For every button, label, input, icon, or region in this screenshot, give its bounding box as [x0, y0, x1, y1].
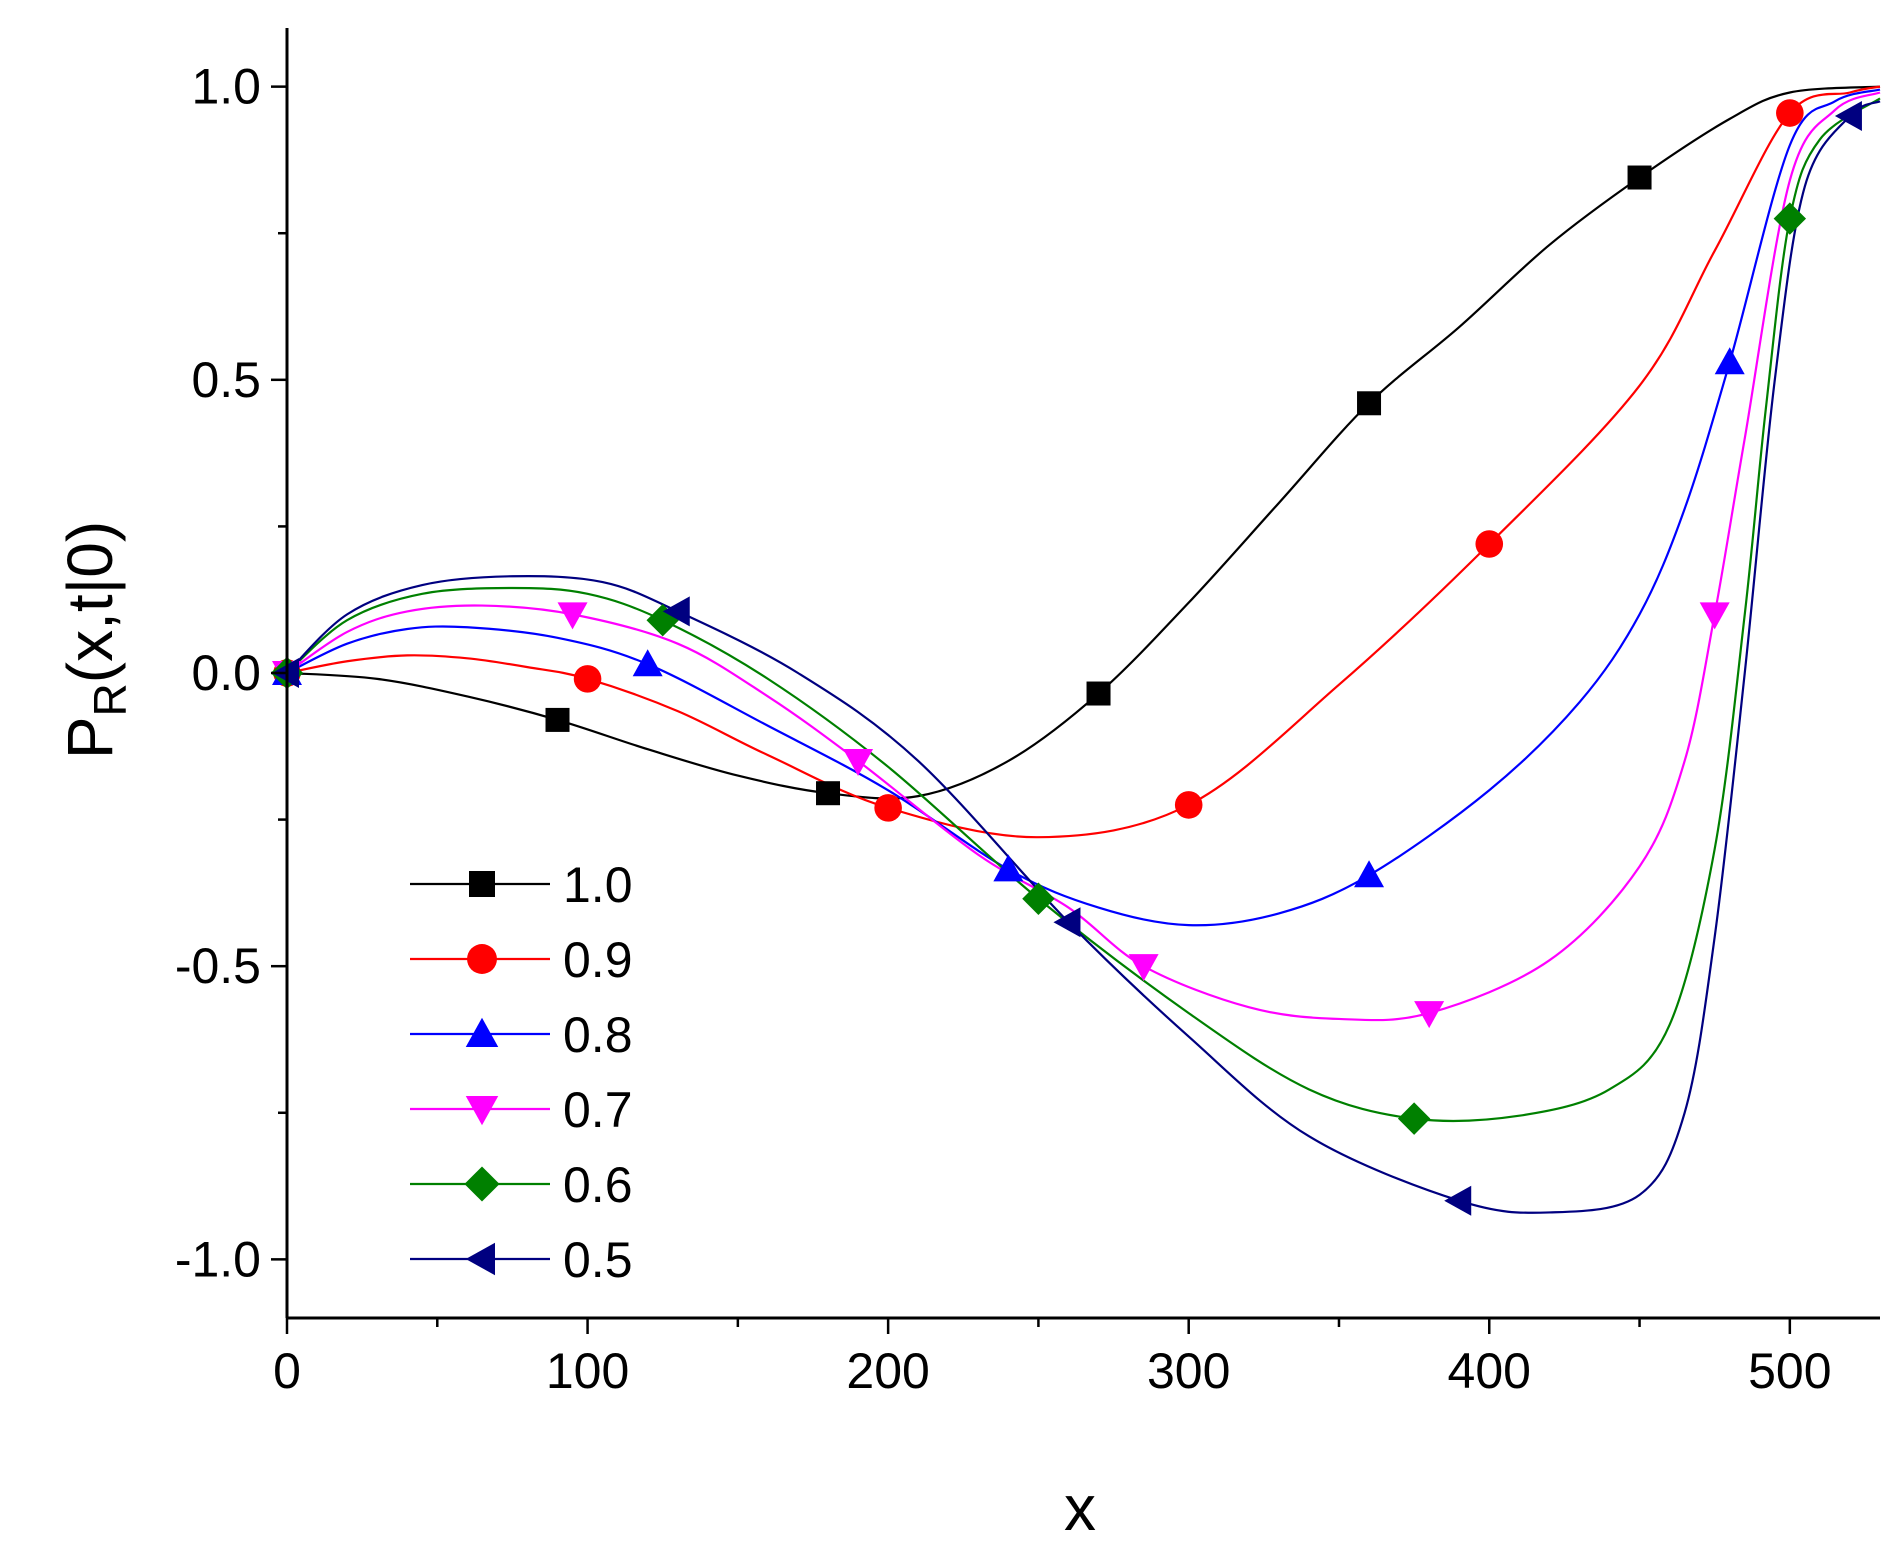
x-tick-label: 0	[273, 1343, 301, 1399]
y-tick-label: -0.5	[175, 938, 261, 994]
legend-marker-0.8	[465, 1017, 499, 1047]
data-point-0.7-3	[1128, 954, 1159, 982]
series-curves	[286, 85, 1881, 1214]
data-point-1.0-2	[816, 781, 841, 806]
data-point-0.8-1	[632, 649, 663, 677]
data-point-0.6-3	[1397, 1102, 1431, 1135]
data-point-0.7-4	[1414, 1001, 1445, 1029]
x-tick-label: 100	[546, 1343, 629, 1399]
y-tick-label: -1.0	[175, 1231, 261, 1287]
tick-marks-and-labels: 0 100 200 300 400 500 -1.0 -0.5 0.0 0.5 1.0	[175, 59, 1832, 1399]
data-point-0.9-2	[874, 794, 902, 822]
series-line-0.7	[286, 91, 1881, 1022]
data-point-0.8-2	[993, 854, 1024, 882]
legend-item-0.8: 0.8	[410, 1007, 633, 1063]
legend-marker-0.5	[465, 1242, 495, 1276]
data-point-0.8-4	[1714, 347, 1745, 375]
data-point-0.7-5	[1699, 602, 1730, 630]
y-axis-title-main: P	[54, 716, 126, 759]
y-axis-title: PR(x,t|0)	[54, 521, 136, 759]
data-point-0.8-3	[1354, 860, 1385, 888]
data-point-0.7-2	[843, 748, 874, 776]
data-point-1.0-5	[1627, 165, 1652, 190]
legend-marker-1.0	[469, 871, 495, 897]
y-axis-title-subscript: R	[84, 683, 136, 716]
legend-label: 0.5	[563, 1232, 633, 1288]
y-axis-title-rest: (x,t|0)	[54, 521, 126, 683]
x-tick-label: 200	[846, 1343, 929, 1399]
series-line-1.0	[286, 85, 1881, 800]
series-line-0.5	[286, 100, 1881, 1214]
x-tick-label: 500	[1748, 1343, 1831, 1399]
legend-item-1.0: 1.0	[410, 857, 633, 913]
legend-item-0.9: 0.9	[410, 932, 633, 988]
legend-marker-0.7	[465, 1096, 499, 1126]
legend-label: 0.6	[563, 1157, 633, 1213]
y-tick-label: 1.0	[191, 59, 261, 115]
y-tick-label: 0.0	[191, 645, 261, 701]
y-tick-label: 0.5	[191, 352, 261, 408]
legend-item-0.5: 0.5	[410, 1232, 633, 1288]
data-point-0.9-3	[1174, 791, 1203, 819]
axes	[285, 28, 1880, 1320]
data-point-0.5-2	[1053, 907, 1081, 938]
legend-label: 1.0	[563, 857, 633, 913]
data-point-0.7-1	[557, 602, 588, 630]
series-line-0.8	[286, 88, 1881, 927]
legend-label: 0.8	[563, 1007, 633, 1063]
legend-item-0.6: 0.6	[410, 1157, 633, 1213]
x-axis-title: x	[1064, 1472, 1096, 1544]
data-point-0.9-4	[1475, 530, 1504, 558]
x-tick-label: 300	[1147, 1343, 1230, 1399]
legend-item-0.7: 0.7	[410, 1082, 633, 1138]
data-point-0.9-5	[1776, 99, 1804, 127]
data-point-0.6-4	[1773, 202, 1807, 235]
data-point-1.0-3	[1086, 681, 1111, 706]
data-point-0.9-1	[573, 665, 602, 693]
legend-marker-0.6	[464, 1166, 500, 1202]
series-markers	[270, 99, 1862, 1216]
data-point-0.6-1	[646, 604, 679, 637]
series-line-0.9	[286, 85, 1881, 839]
data-point-1.0-1	[545, 707, 570, 732]
series-line-0.6	[286, 97, 1881, 1123]
legend: 1.0 0.9 0.8 0.7 0.6 0.5	[410, 857, 633, 1288]
legend-label: 0.7	[563, 1082, 633, 1138]
data-point-0.6-2	[1022, 882, 1055, 915]
data-point-0.5-1	[662, 596, 690, 627]
svg-text:PR(x,t|0): PR(x,t|0)	[54, 521, 136, 759]
data-point-1.0-4	[1357, 391, 1382, 416]
legend-label: 0.9	[563, 932, 633, 988]
data-point-0.5-3	[1444, 1185, 1472, 1216]
legend-marker-0.9	[467, 944, 497, 974]
x-tick-label: 400	[1448, 1343, 1531, 1399]
data-point-0.5-4	[1834, 100, 1862, 131]
